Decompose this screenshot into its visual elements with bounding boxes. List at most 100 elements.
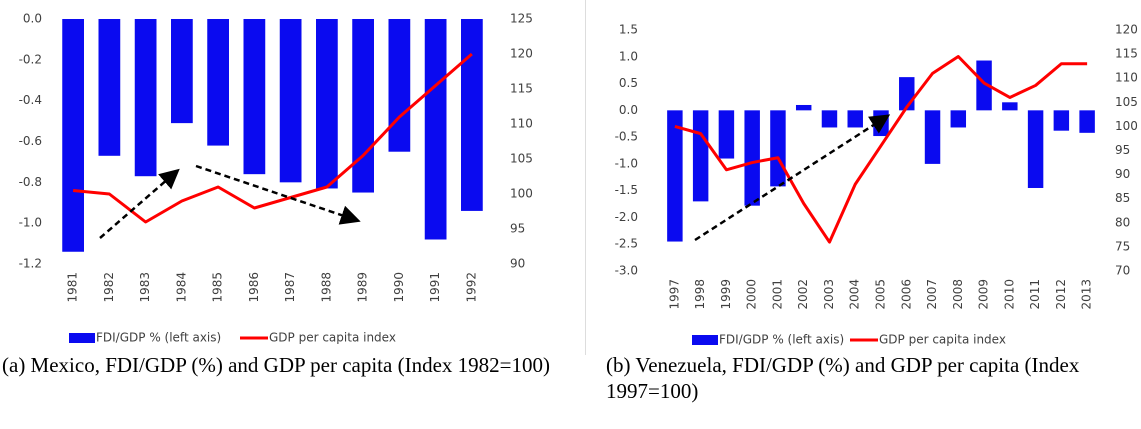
bar bbox=[98, 19, 121, 156]
x-tick-label: 2011 bbox=[1028, 279, 1042, 310]
bar bbox=[950, 110, 967, 128]
y2-tick-label: 115 bbox=[1115, 47, 1138, 61]
y-tick-label: -0.6 bbox=[19, 134, 42, 148]
bar bbox=[976, 60, 992, 111]
bar bbox=[667, 110, 683, 242]
y-tick-label: -1.0 bbox=[615, 156, 638, 170]
x-tick-label: 1987 bbox=[283, 272, 297, 303]
y-tick-label: -1.0 bbox=[19, 216, 42, 230]
y2-tick-label: 115 bbox=[510, 82, 533, 96]
y2-tick-label: 105 bbox=[1115, 95, 1138, 109]
y-tick-label: -0.5 bbox=[615, 130, 638, 144]
bar bbox=[352, 19, 374, 193]
x-tick-label: 1998 bbox=[693, 279, 707, 310]
y2-tick-label: 70 bbox=[1115, 264, 1130, 278]
bar bbox=[770, 110, 786, 187]
legend-label: GDP per capita index bbox=[879, 333, 1006, 347]
y2-tick-label: 110 bbox=[1115, 71, 1138, 85]
bar bbox=[821, 110, 838, 128]
bar bbox=[316, 19, 338, 189]
y-tick-label: 1.0 bbox=[619, 49, 638, 63]
bar bbox=[62, 19, 84, 252]
y-tick-label: -0.8 bbox=[19, 175, 42, 189]
bar bbox=[1053, 110, 1070, 131]
y-tick-label: -0.2 bbox=[19, 52, 42, 66]
bar bbox=[207, 19, 229, 146]
x-tick-label: 1983 bbox=[138, 272, 152, 303]
x-tick-label: 2003 bbox=[822, 279, 836, 310]
y2-tick-label: 110 bbox=[510, 117, 533, 131]
y-tick-label: -1.5 bbox=[615, 183, 638, 197]
x-tick-label: 1991 bbox=[428, 272, 442, 303]
x-tick-label: 2006 bbox=[899, 279, 913, 310]
chart: 0.0 -0.2 -0.4 -0.6 -0.8 -1.0 -1.2 90 95 100 105 110… bbox=[19, 12, 533, 345]
y-tick-label: -1.2 bbox=[19, 257, 42, 271]
x-tick-label: 2008 bbox=[951, 279, 965, 310]
x-tick-label: 1982 bbox=[102, 272, 116, 303]
bar bbox=[1002, 102, 1018, 111]
bar bbox=[718, 110, 735, 159]
x-tick-label: 2005 bbox=[874, 279, 888, 310]
y2-tick-label: 105 bbox=[510, 152, 533, 166]
bar bbox=[847, 110, 863, 128]
x-tick-label: 1990 bbox=[392, 272, 406, 303]
line bbox=[674, 55, 1088, 244]
chart: 1.5 1.0 0.5 0.0 -0.5 -1.0 -1.5 -2.0 -2.5 -3.0 70 75… bbox=[615, 23, 1138, 347]
trend-arrow bbox=[195, 164, 361, 225]
y-tick-label: 1.5 bbox=[619, 23, 638, 37]
x-tick-label: 1984 bbox=[174, 272, 188, 303]
line bbox=[72, 52, 473, 224]
y2-tick-label: 95 bbox=[510, 222, 525, 236]
x-tick-label: 2002 bbox=[796, 279, 810, 310]
legend-swatch bbox=[69, 333, 95, 343]
y2-tick-label: 90 bbox=[1115, 167, 1130, 181]
y-tick-label: 0.0 bbox=[619, 103, 638, 117]
divider bbox=[585, 0, 586, 355]
bar bbox=[795, 104, 812, 111]
y2-tick-label: 95 bbox=[1115, 143, 1130, 157]
x-tick-label: 1986 bbox=[247, 272, 261, 303]
x-tick-label: 2010 bbox=[1002, 279, 1016, 310]
bar bbox=[744, 110, 760, 206]
y-tick-label: -3.0 bbox=[615, 264, 638, 278]
trend-arrow bbox=[694, 114, 891, 242]
y-tick-label: -2.0 bbox=[615, 210, 638, 224]
x-tick-label: 1992 bbox=[464, 272, 478, 303]
x-tick-label: 2012 bbox=[1054, 279, 1068, 310]
x-tick-label: 1985 bbox=[211, 272, 225, 303]
x-tick-label: 2009 bbox=[977, 279, 991, 310]
legend-label: FDI/GDP % (left axis) bbox=[719, 333, 844, 347]
bar bbox=[461, 19, 483, 211]
bar bbox=[279, 19, 302, 183]
y2-tick-label: 85 bbox=[1115, 191, 1130, 205]
legend-swatch bbox=[692, 335, 718, 345]
y2-tick-label: 90 bbox=[510, 257, 525, 271]
bar bbox=[134, 19, 157, 177]
x-tick-label: 2004 bbox=[848, 279, 862, 310]
y-tick-label: -0.4 bbox=[19, 93, 42, 107]
legend-label: GDP per capita index bbox=[269, 331, 396, 345]
bar bbox=[1027, 110, 1044, 188]
x-tick-label: 1997 bbox=[667, 279, 681, 310]
trend-arrow bbox=[99, 168, 180, 239]
y2-tick-label: 80 bbox=[1115, 215, 1130, 229]
y-tick-label: 0.0 bbox=[23, 12, 42, 26]
y2-tick-label: 100 bbox=[1115, 119, 1138, 133]
bar bbox=[388, 19, 411, 152]
x-tick-label: 1981 bbox=[66, 272, 80, 303]
y2-tick-label: 75 bbox=[1115, 239, 1130, 253]
bar bbox=[692, 110, 709, 202]
legend-label: FDI/GDP % (left axis) bbox=[96, 331, 221, 345]
bar bbox=[924, 110, 941, 164]
bar bbox=[171, 19, 193, 124]
y2-tick-label: 120 bbox=[510, 47, 533, 61]
bar bbox=[424, 19, 447, 240]
bar bbox=[1079, 110, 1095, 133]
x-tick-label: 2000 bbox=[745, 279, 759, 310]
y2-tick-label: 125 bbox=[510, 12, 533, 26]
caption: (a) Mexico, FDI/GDP (%) and GDP per capi… bbox=[2, 353, 550, 377]
x-tick-label: 1988 bbox=[319, 272, 333, 303]
y-tick-label: 0.5 bbox=[619, 76, 638, 90]
x-tick-label: 1989 bbox=[356, 272, 370, 303]
